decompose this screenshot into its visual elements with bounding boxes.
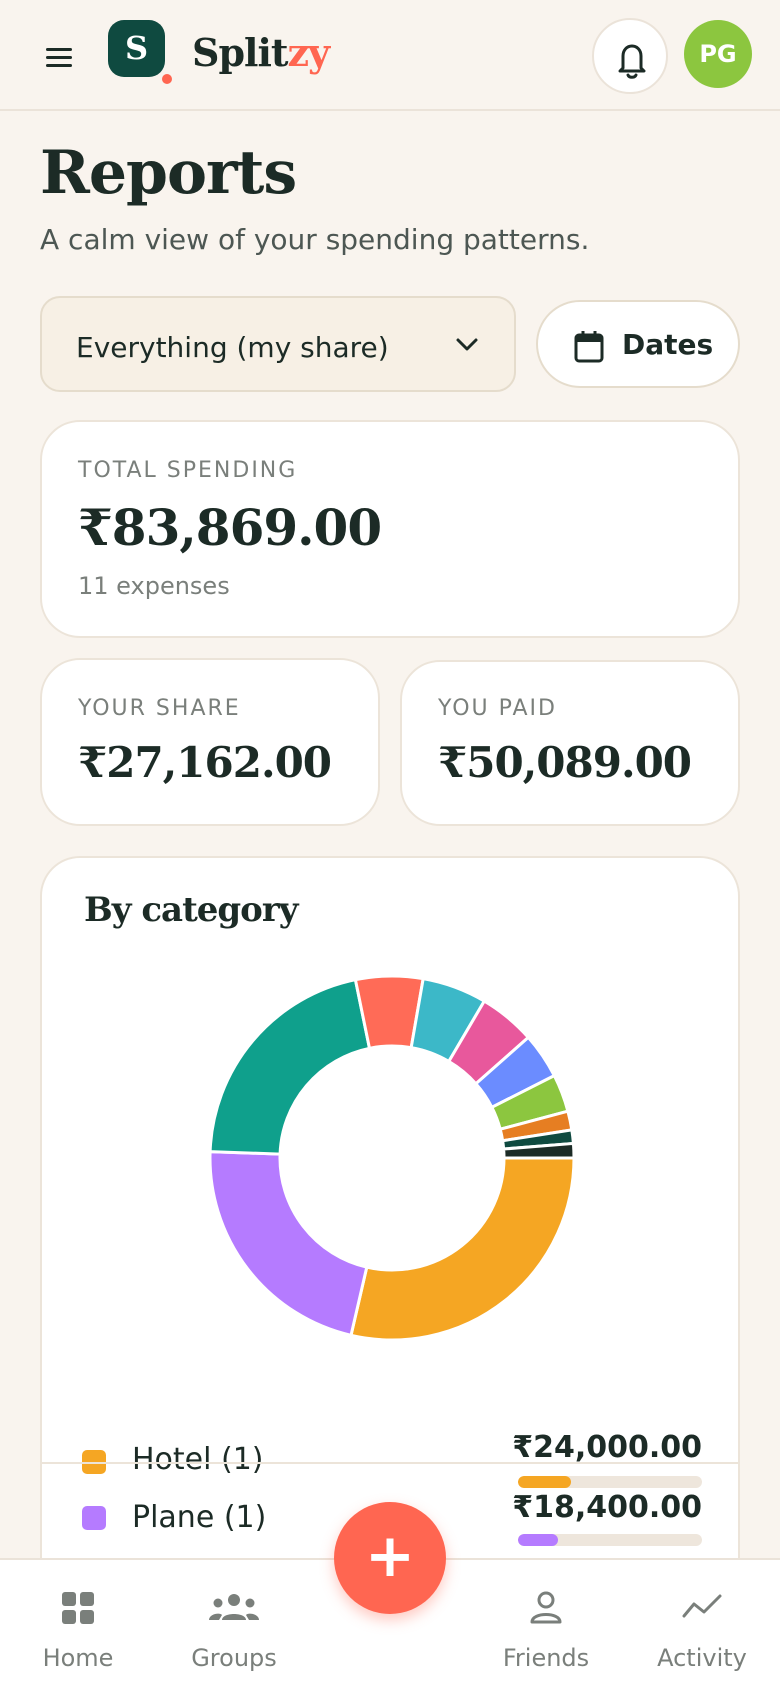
nav-label: Activity <box>657 1644 747 1672</box>
legend-swatch <box>82 1506 106 1530</box>
calendar-icon <box>574 331 604 363</box>
donut-slice-plane <box>208 1150 369 1338</box>
activity-icon <box>682 1594 722 1618</box>
donut-slice-category-3 <box>208 977 372 1156</box>
home-grid-icon <box>62 1592 94 1624</box>
dates-button[interactable]: Dates <box>536 300 740 388</box>
hamburger-menu-icon[interactable] <box>40 42 80 72</box>
category-amount: ₹24,000.00 <box>512 1430 702 1465</box>
dates-button-label: Dates <box>622 328 714 361</box>
by-category-title: By category <box>84 890 299 930</box>
logo-dot-decoration <box>162 74 172 84</box>
user-avatar[interactable]: PG <box>684 20 752 88</box>
friends-icon <box>530 1591 562 1624</box>
donut-slice-category-11 <box>502 1141 576 1160</box>
app-logo[interactable]: S <box>108 20 165 77</box>
your-share-card: YOUR SHARE ₹27,162.00 <box>40 658 380 826</box>
you-paid-amount: ₹50,089.00 <box>438 738 692 787</box>
nav-item-friends[interactable]: Friends <box>468 1560 624 1688</box>
bell-icon <box>618 44 646 79</box>
add-expense-button[interactable]: + <box>334 1502 446 1614</box>
nav-label: Home <box>42 1644 114 1672</box>
category-amount: ₹18,400.00 <box>512 1490 702 1525</box>
nav-label: Friends <box>502 1644 590 1672</box>
category-row-hotel[interactable]: Hotel (1) ₹24,000.00 <box>42 1408 738 1516</box>
total-spending-card: TOTAL SPENDING ₹83,869.00 11 expenses <box>40 420 740 638</box>
app-header: S Splitzy PG <box>0 0 780 111</box>
scope-select[interactable]: Everything (my share) <box>40 296 516 392</box>
category-donut-chart <box>208 974 576 1342</box>
nav-item-activity[interactable]: Activity <box>624 1560 780 1688</box>
category-share-bar <box>518 1534 702 1546</box>
your-share-amount: ₹27,162.00 <box>78 738 332 787</box>
chevron-down-icon <box>456 338 478 351</box>
app-brand-name: Splitzy <box>192 30 330 75</box>
category-share-bar-fill <box>518 1476 571 1488</box>
total-spending-label: TOTAL SPENDING <box>78 458 298 483</box>
expense-count: 11 expenses <box>78 572 230 600</box>
nav-label: Groups <box>191 1644 277 1672</box>
category-name: Hotel (1) <box>132 1442 264 1477</box>
nav-item-home[interactable]: Home <box>0 1560 156 1688</box>
category-share-bar <box>518 1476 702 1488</box>
nav-item-groups[interactable]: Groups <box>156 1560 312 1688</box>
category-share-bar-fill <box>518 1534 559 1546</box>
you-paid-card: YOU PAID ₹50,089.00 <box>400 660 740 826</box>
page-subtitle: A calm view of your spending patterns. <box>40 223 590 256</box>
donut-slice-hotel <box>349 1156 576 1342</box>
you-paid-label: YOU PAID <box>438 696 557 721</box>
your-share-label: YOUR SHARE <box>78 696 241 721</box>
category-name: Plane (1) <box>132 1500 267 1535</box>
scope-select-value: Everything (my share) <box>76 331 389 364</box>
total-spending-amount: ₹83,869.00 <box>78 498 382 557</box>
notifications-button[interactable] <box>592 18 668 94</box>
category-row-plane[interactable]: Plane (1) ₹18,400.00 <box>42 1462 738 1570</box>
groups-icon <box>209 1594 259 1620</box>
page-title: Reports <box>40 138 297 208</box>
